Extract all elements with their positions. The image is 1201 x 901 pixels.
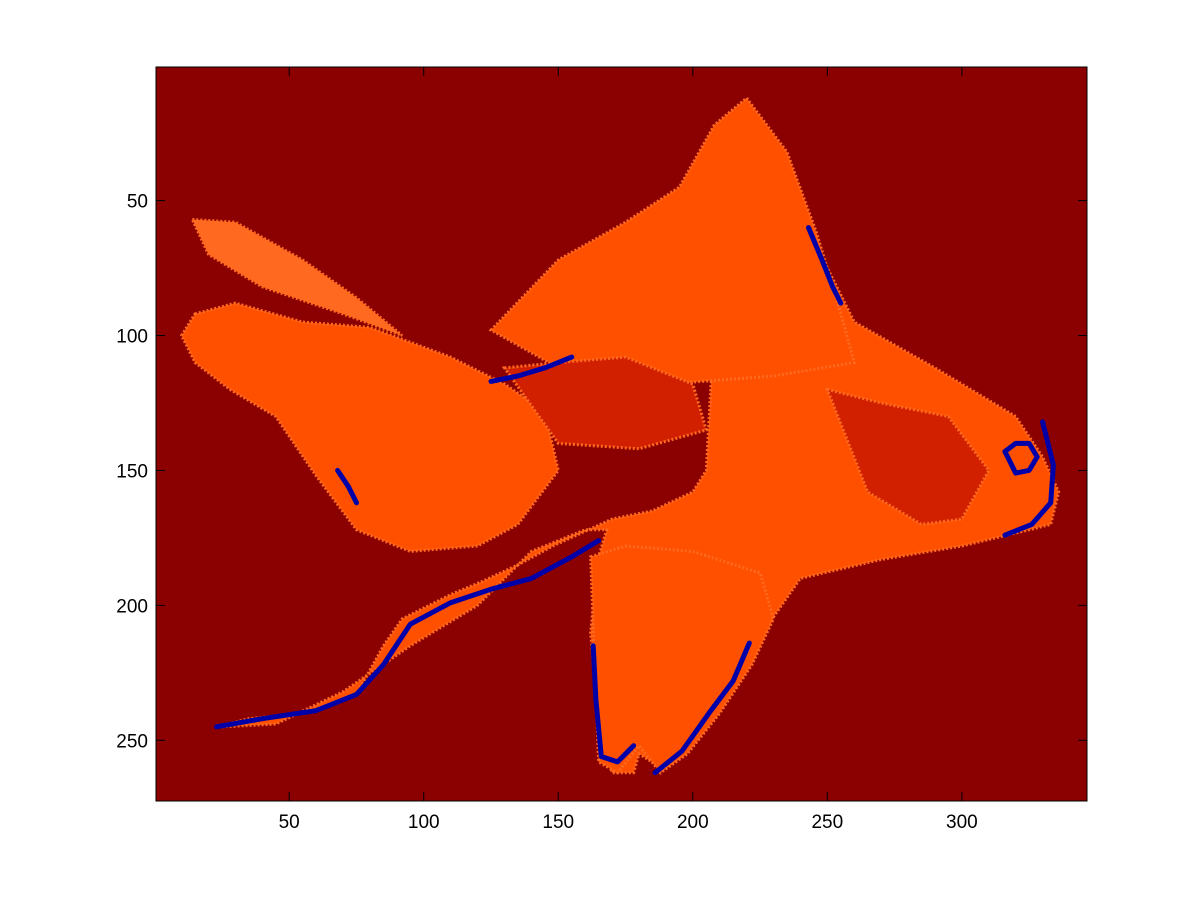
- edge-lower-fin-edge-left: [590, 643, 637, 765]
- region-tail-fin: [179, 301, 560, 553]
- fish-regions: [179, 95, 1061, 775]
- edge-eye-ring: [1002, 440, 1040, 476]
- y-tick-label: 150: [116, 461, 148, 482]
- edge-snout-edge: [1002, 419, 1056, 538]
- edge-lower-fin-edge-right: [652, 640, 752, 776]
- region-mid-body-shade: [501, 355, 709, 451]
- region-lower-fin: [589, 544, 776, 775]
- edge-belly-edge: [214, 538, 602, 730]
- edge-tail-lower-edge: [335, 467, 359, 506]
- x-tick-label: 250: [811, 812, 843, 833]
- region-upper-tail: [189, 217, 404, 337]
- x-tick-label: 200: [677, 812, 709, 833]
- x-tick-label: 100: [408, 812, 440, 833]
- x-axis-ticks: 50 100 150 200 250 300: [279, 67, 978, 833]
- y-tick-label: 250: [116, 731, 148, 752]
- y-axis-ticks: 50 100 150 200 250: [116, 192, 1087, 752]
- y-tick-label: 50: [127, 192, 148, 213]
- region-head-shade: [824, 387, 991, 526]
- y-tick-label: 100: [116, 327, 148, 348]
- axes-frame: [155, 66, 1088, 802]
- fish-edges: [214, 225, 1056, 776]
- x-tick-label: 150: [542, 812, 574, 833]
- y-tick-label: 200: [116, 596, 148, 617]
- edge-dorsal-front-edge: [806, 225, 844, 306]
- edge-back-edge: [488, 354, 575, 384]
- x-tick-label: 50: [279, 812, 300, 833]
- x-tick-label: 300: [946, 812, 978, 833]
